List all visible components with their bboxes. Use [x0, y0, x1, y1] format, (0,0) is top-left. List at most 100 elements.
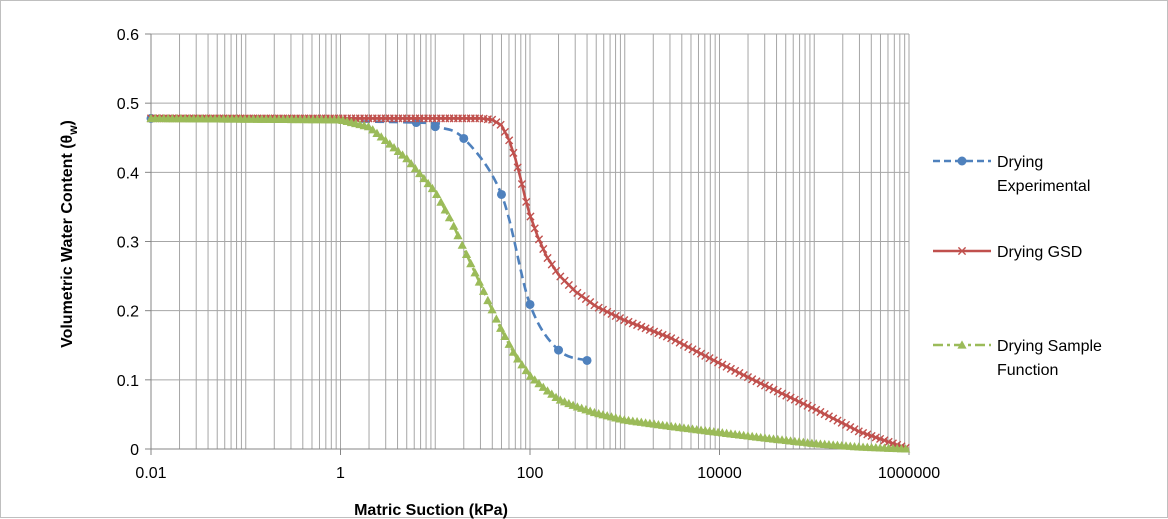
data-point [816, 407, 825, 417]
data-point [380, 135, 391, 145]
y-tick-label: 0.4 [117, 165, 139, 182]
data-point [393, 146, 403, 155]
data-point [752, 377, 761, 386]
data-point [777, 389, 787, 398]
data-point [577, 291, 586, 301]
data-point [658, 330, 667, 339]
data-point [517, 360, 527, 369]
data-point [722, 362, 731, 371]
data-point [470, 268, 480, 277]
data-point [731, 366, 740, 375]
data-point [760, 381, 770, 390]
data-point [735, 368, 744, 378]
data-point [513, 163, 522, 172]
data-point [406, 158, 416, 168]
data-point [603, 307, 612, 316]
data-point [901, 444, 911, 453]
data-point [837, 418, 846, 427]
data-point [551, 266, 561, 276]
legend-marker [957, 246, 967, 256]
data-point [474, 277, 484, 286]
y-tick-label: 0 [130, 442, 139, 459]
data-point [505, 136, 514, 145]
data-point [427, 183, 438, 193]
data-point [402, 154, 412, 163]
data-point [554, 345, 564, 355]
data-point [459, 133, 469, 143]
data-point [453, 230, 463, 240]
data-point [782, 391, 791, 400]
x-tick-label: 10000 [697, 465, 742, 482]
x-tick-label: 100 [517, 465, 544, 482]
data-point [684, 342, 693, 352]
data-point [478, 286, 489, 295]
series-drying-gsd [146, 114, 910, 452]
data-point [701, 351, 710, 360]
data-point [539, 244, 548, 254]
data-point [675, 338, 684, 347]
data-point [542, 386, 553, 395]
data-point [508, 347, 519, 356]
data-point [709, 356, 718, 365]
data-point [624, 317, 633, 326]
data-point [654, 329, 663, 338]
legend-label: Drying Sample [997, 338, 1102, 355]
data-point [517, 179, 527, 189]
data-point [807, 403, 816, 412]
data-point [718, 360, 727, 369]
data-point [743, 373, 753, 382]
data-point [590, 301, 599, 310]
data-point [488, 115, 497, 124]
data-point [794, 397, 804, 406]
data-point [376, 132, 386, 141]
legend: Drying Experimental Drying GSD Drying Sampl… [933, 154, 1102, 379]
data-point [534, 235, 544, 244]
data-point [430, 122, 440, 132]
data-point [582, 355, 592, 365]
data-point [645, 325, 654, 335]
data-point [385, 139, 395, 148]
legend-entry: Drying Sample Function [933, 338, 1102, 379]
data-point [496, 120, 505, 129]
data-point [769, 385, 778, 394]
data-point [739, 370, 748, 380]
legend-entry: Drying GSD [933, 244, 1082, 261]
data-point [628, 319, 637, 328]
data-point [662, 332, 672, 341]
data-point [679, 340, 689, 349]
data-point [726, 364, 735, 373]
data-point [483, 295, 493, 305]
data-point [509, 148, 518, 157]
data-point [846, 422, 855, 432]
x-tick-label: 1000000 [878, 465, 940, 482]
data-point [368, 125, 378, 134]
data-point [526, 212, 535, 221]
x-axis-title: Matric Suction (kPa) [354, 502, 508, 519]
data-point [688, 345, 697, 354]
data-point [611, 311, 620, 321]
tick-labels: 0 0.1 0.2 0.3 0.4 0.5 0.6 0.01 1 100 10000 1000000 [117, 27, 940, 482]
x-tick-label: 0.01 [135, 465, 166, 482]
legend-label: Drying [997, 154, 1043, 171]
data-point [829, 414, 838, 423]
legend-label: Experimental [997, 178, 1090, 195]
legend-entry: Drying Experimental [933, 154, 1090, 195]
data-point [765, 383, 774, 392]
y-axis-title-main: Volumetric Water Content (θ [59, 135, 76, 348]
y-tick-label: 0.6 [117, 27, 139, 44]
data-point [773, 387, 782, 396]
data-point [496, 189, 506, 199]
data-point [372, 128, 382, 137]
data-point [824, 412, 834, 421]
data-point [440, 205, 450, 214]
y-tick-label: 0.5 [117, 96, 139, 113]
data-point [419, 173, 429, 183]
y-tick-label: 0.1 [117, 373, 139, 390]
data-point [547, 389, 557, 398]
data-point [397, 150, 408, 159]
data-point [850, 425, 859, 434]
y-axis-title-close: ) [59, 120, 76, 125]
legend-label: Drying GSD [997, 244, 1082, 261]
legend-marker [957, 156, 967, 166]
data-point [492, 118, 501, 127]
